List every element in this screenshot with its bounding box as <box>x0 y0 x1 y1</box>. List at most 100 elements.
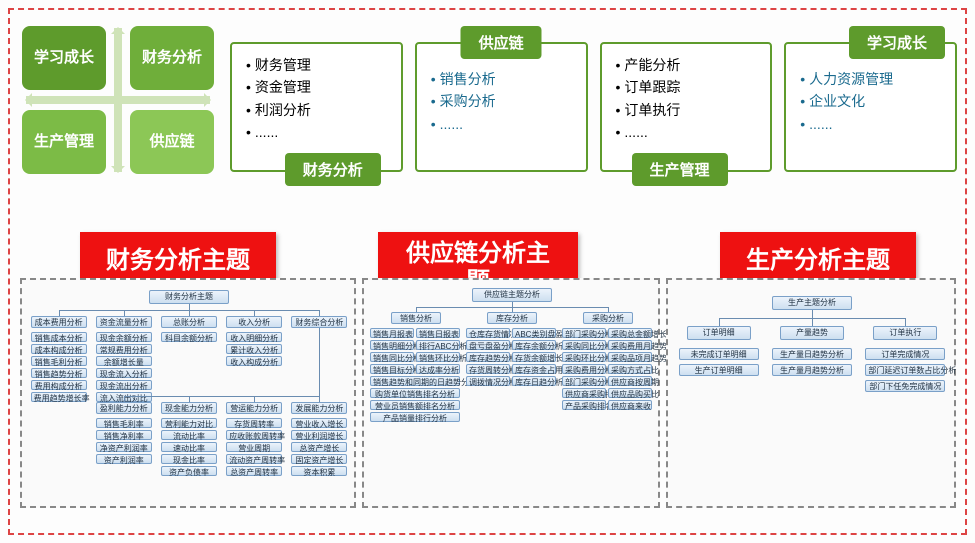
tree-node: 现金流出分析 <box>96 380 152 390</box>
tree-node: 销售趋势和同期的日趋势分析 <box>370 376 460 386</box>
tree-node: 采购总金额增长 <box>608 328 652 338</box>
tree-node: 科目余额分析 <box>161 332 217 342</box>
tree-node: 库存趋势分析 <box>466 352 510 362</box>
tree-node: 生产量月趋势分析 <box>772 364 852 376</box>
tree-node: 总账分析 <box>161 316 217 328</box>
tree-node: 生产订单明细 <box>679 364 759 376</box>
tree-node: 销售月报表 <box>370 328 414 338</box>
tree-node: 部门采购分析 <box>562 376 606 386</box>
tree-node: 购货单位销售排名分析 <box>370 388 460 398</box>
tree-node: 流动资产周转率 <box>226 454 282 464</box>
tree-node: 库存日趋分析 <box>512 376 556 386</box>
tree-node: 财务分析主题 <box>149 290 229 304</box>
tree-node: 营运能力分析 <box>226 402 282 414</box>
tree-node: 供应商按周期 <box>608 376 652 386</box>
tree-node: 销售毛利分析 <box>31 356 87 366</box>
top-row: 学习成长 财务分析 生产管理 供应链 财务管理 资金管理 利润分析 ......… <box>18 20 957 195</box>
card-learn-tag: 学习成长 <box>849 26 945 59</box>
panel-production: 生产主题分析订单明细产量趋势订单执行未完成订单明细生产订单明细生产量日趋势分析生… <box>666 278 956 508</box>
quadrant-arrow-v <box>111 20 125 180</box>
tree-node: 现金流入分析 <box>96 368 152 378</box>
tree-node: 采购品项月趋势 <box>608 352 652 362</box>
tree-node: 营利能力对比 <box>161 418 217 428</box>
tree-node: 速动比率 <box>161 442 217 452</box>
tree-node: 盘亏盘盈分析 <box>466 340 510 350</box>
card-production: 产能分析 订单跟踪 订单执行 ...... 生产管理 <box>600 42 773 172</box>
tree-node: 现金能力分析 <box>161 402 217 414</box>
tree-node: 销售分析 <box>391 312 441 324</box>
tree-node: 采购方式占比 <box>608 364 652 374</box>
tree-node: 固定资产增长 <box>291 454 347 464</box>
tree-node: 订单执行 <box>873 326 937 340</box>
tree-node: 存货周转分析 <box>466 364 510 374</box>
tree-node: 供应商采购排名 <box>562 388 606 398</box>
tree-node: 采购环比分析 <box>562 352 606 362</box>
theme-label-finance: 财务分析主题 <box>80 232 276 283</box>
tree-node: 净资产利润率 <box>96 442 152 452</box>
panel-supply: 供应链主题分析销售分析库存分析采购分析销售月报表销售日报表销售明细分析排行ABC… <box>362 278 660 508</box>
tree-node: 存货余额增长 <box>512 352 556 362</box>
tree-supply: 供应链主题分析销售分析库存分析采购分析销售月报表销售日报表销售明细分析排行ABC… <box>368 286 654 500</box>
card-finance-list: 财务管理 资金管理 利润分析 ...... <box>246 54 387 144</box>
tree-node: 达成率分析 <box>416 364 460 374</box>
tree-node: 发展能力分析 <box>291 402 347 414</box>
tree-node: 财务综合分析 <box>291 316 347 328</box>
tree-node: 部门采购分析 <box>562 328 606 338</box>
tree-node: 未完成订单明细 <box>679 348 759 360</box>
tree-node: 应收账款周转率 <box>226 430 282 440</box>
tree-node: 累计收入分析 <box>226 344 282 354</box>
tree-node: 销售毛利率 <box>96 418 152 428</box>
tree-node: 采购费用分析 <box>562 364 606 374</box>
tree-node: 营业员销售额排名分析 <box>370 400 460 410</box>
tree-node: 订单明细 <box>687 326 751 340</box>
tree-node: 供应链主题分析 <box>472 288 552 302</box>
tree-node: 销售成本分析 <box>31 332 87 342</box>
tree-production: 生产主题分析订单明细产量趋势订单执行未完成订单明细生产订单明细生产量日趋势分析生… <box>672 286 950 500</box>
tree-node: 常规费用分析 <box>96 344 152 354</box>
card-supply: 销售分析 采购分析 ...... 供应链 <box>415 42 588 172</box>
tree-node: 销售环比分析 <box>416 352 460 362</box>
tree-node: 排行ABC分析 <box>416 340 460 350</box>
quad-finance: 财务分析 <box>130 26 214 90</box>
quad-learn-growth: 学习成长 <box>22 26 106 90</box>
tree-node: 余额增长量 <box>96 356 152 366</box>
tree-node: 采购费用月趋势 <box>608 340 652 350</box>
quadrant-diagram: 学习成长 财务分析 生产管理 供应链 <box>18 20 218 180</box>
tree-node: 销售同比分析 <box>370 352 414 362</box>
theme-label-production: 生产分析主题 <box>720 232 916 283</box>
tree-node: 费用构成分析 <box>31 380 87 390</box>
tree-node: 销售趋势分析 <box>31 368 87 378</box>
tree-node: 成本费用分析 <box>31 316 87 328</box>
card-production-tag: 生产管理 <box>632 153 728 186</box>
tree-node: 库存余额分析 <box>512 340 556 350</box>
tree-node: 产品采购排名 <box>562 400 606 410</box>
tree-node: 资产利润率 <box>96 454 152 464</box>
tree-node: 供应品购买比 <box>608 388 652 398</box>
card-learn: 人力资源管理 企业文化 ...... 学习成长 <box>784 42 957 172</box>
tree-node: 流动比率 <box>161 430 217 440</box>
tree-node: 费用趋势增长率 <box>31 392 87 402</box>
tree-node: 存货周转率 <box>226 418 282 428</box>
tree-finance: 财务分析主题成本费用分析资金流量分析总账分析收入分析财务综合分析销售成本分析成本… <box>26 286 350 500</box>
tree-node: 调拨情况分析 <box>466 376 510 386</box>
tree-node: 收入分析 <box>226 316 282 328</box>
tree-node: 产品销量排行分析 <box>370 412 460 422</box>
card-supply-tag: 供应链 <box>461 26 542 59</box>
tree-node: 营业周期 <box>226 442 282 452</box>
card-finance: 财务管理 资金管理 利润分析 ...... 财务分析 <box>230 42 403 172</box>
tree-node: 部门延迟订单数占比分析 <box>865 364 945 376</box>
quad-production: 生产管理 <box>22 110 106 174</box>
tree-node: 库存资金占用 <box>512 364 556 374</box>
tree-node: 资产负债率 <box>161 466 217 476</box>
tree-node: 销售净利率 <box>96 430 152 440</box>
tree-node: 订单完成情况 <box>865 348 945 360</box>
tree-node: 营业收入增长 <box>291 418 347 428</box>
tree-node: 生产量日趋势分析 <box>772 348 852 360</box>
tree-node: 资金流量分析 <box>96 316 152 328</box>
card-finance-tag: 财务分析 <box>285 153 381 186</box>
tree-node: 现金比率 <box>161 454 217 464</box>
tree-node: 收入构成分析 <box>226 356 282 366</box>
tree-node: 供应商来收 <box>608 400 652 410</box>
tree-node: 销售目标分析 <box>370 364 414 374</box>
card-production-list: 产能分析 订单跟踪 订单执行 ...... <box>616 54 757 144</box>
